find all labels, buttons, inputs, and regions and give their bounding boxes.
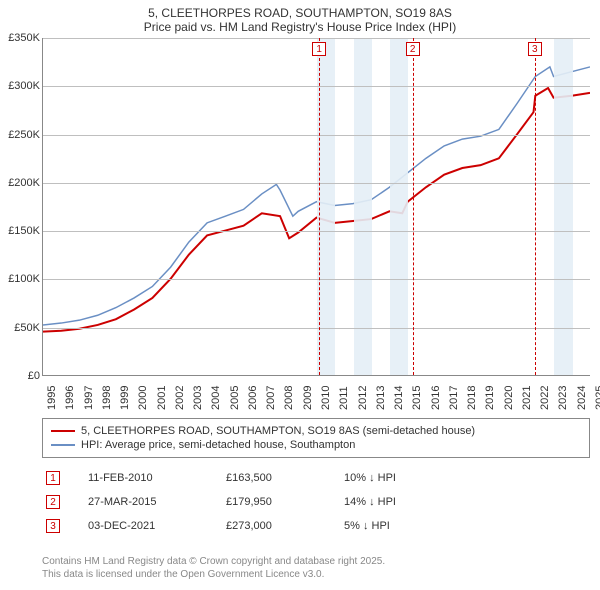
event-row: 2 27-MAR-2015 £179,950 14% ↓ HPI — [42, 490, 590, 514]
chart-title: 5, CLEETHORPES ROAD, SOUTHAMPTON, SO19 8… — [0, 0, 600, 36]
x-tick-label: 2004 — [210, 386, 222, 410]
gridline — [43, 231, 590, 232]
events-table: 1 11-FEB-2010 £163,500 10% ↓ HPI 2 27-MAR-201… — [42, 466, 590, 538]
x-tick-label: 1999 — [119, 386, 131, 410]
x-tick-label: 2001 — [156, 386, 168, 410]
x-tick-label: 2011 — [338, 386, 350, 410]
x-tick-label: 2006 — [247, 386, 259, 410]
x-tick-label: 2018 — [466, 386, 478, 410]
y-tick-label: £350K — [0, 32, 40, 44]
marker-line — [535, 38, 536, 375]
legend-label: 5, CLEETHORPES ROAD, SOUTHAMPTON, SO19 8… — [81, 425, 475, 437]
x-tick-label: 2015 — [411, 386, 423, 410]
x-tick-label: 2000 — [137, 386, 149, 410]
x-tick-label: 2025 — [594, 386, 600, 410]
event-row: 3 03-DEC-2021 £273,000 5% ↓ HPI — [42, 514, 590, 538]
legend-label: HPI: Average price, semi-detached house,… — [81, 439, 355, 451]
x-tick-label: 2002 — [174, 386, 186, 410]
x-tick-label: 2023 — [557, 386, 569, 410]
x-tick-label: 1995 — [46, 386, 58, 410]
title-line-2: Price paid vs. HM Land Registry's House … — [0, 20, 600, 34]
event-marker-id: 2 — [46, 495, 60, 509]
legend-item: 5, CLEETHORPES ROAD, SOUTHAMPTON, SO19 8… — [51, 425, 581, 437]
legend: 5, CLEETHORPES ROAD, SOUTHAMPTON, SO19 8… — [42, 418, 590, 458]
x-tick-label: 2005 — [229, 386, 241, 410]
x-tick-label: 2008 — [283, 386, 295, 410]
y-tick-label: £150K — [0, 225, 40, 237]
legend-swatch — [51, 430, 75, 432]
y-tick-label: £50K — [0, 322, 40, 334]
legend-item: HPI: Average price, semi-detached house,… — [51, 439, 581, 451]
x-tick-label: 2016 — [430, 386, 442, 410]
shade-band — [354, 38, 372, 375]
footer-line-1: Contains HM Land Registry data © Crown c… — [42, 556, 590, 569]
shade-band — [390, 38, 408, 375]
x-tick-label: 2010 — [320, 386, 332, 410]
x-tick-label: 2003 — [192, 386, 204, 410]
title-line-1: 5, CLEETHORPES ROAD, SOUTHAMPTON, SO19 8… — [0, 6, 600, 20]
x-tick-label: 2020 — [503, 386, 515, 410]
event-hpi-delta: 5% ↓ HPI — [344, 520, 454, 532]
event-price: £273,000 — [226, 520, 316, 532]
shade-band — [554, 38, 572, 375]
legend-swatch — [51, 444, 75, 446]
marker-line — [319, 38, 320, 375]
x-tick-label: 2013 — [375, 386, 387, 410]
y-tick-label: £0 — [0, 370, 40, 382]
gridline — [43, 183, 590, 184]
event-marker-id: 3 — [46, 519, 60, 533]
x-tick-label: 2007 — [265, 386, 277, 410]
y-tick-label: £300K — [0, 80, 40, 92]
event-date: 03-DEC-2021 — [88, 520, 198, 532]
event-row: 1 11-FEB-2010 £163,500 10% ↓ HPI — [42, 466, 590, 490]
chart-plot-area: 1 2 3 — [42, 38, 590, 376]
gridline — [43, 328, 590, 329]
marker-line — [413, 38, 414, 375]
x-tick-label: 1997 — [83, 386, 95, 410]
footer-attribution: Contains HM Land Registry data © Crown c… — [42, 556, 590, 581]
x-tick-label: 2022 — [539, 386, 551, 410]
x-tick-label: 2017 — [448, 386, 460, 410]
event-price: £179,950 — [226, 496, 316, 508]
x-tick-label: 1996 — [64, 386, 76, 410]
gridline — [43, 279, 590, 280]
event-price: £163,500 — [226, 472, 316, 484]
marker-label: 2 — [406, 42, 420, 56]
y-tick-label: £100K — [0, 273, 40, 285]
event-date: 11-FEB-2010 — [88, 472, 198, 484]
event-hpi-delta: 10% ↓ HPI — [344, 472, 454, 484]
footer-line-2: This data is licensed under the Open Gov… — [42, 569, 590, 582]
event-hpi-delta: 14% ↓ HPI — [344, 496, 454, 508]
gridline — [43, 38, 590, 39]
event-marker-id: 1 — [46, 471, 60, 485]
x-tick-label: 2021 — [521, 386, 533, 410]
x-tick-label: 1998 — [101, 386, 113, 410]
y-tick-label: £200K — [0, 177, 40, 189]
gridline — [43, 135, 590, 136]
marker-label: 1 — [312, 42, 326, 56]
x-tick-label: 2009 — [302, 386, 314, 410]
x-tick-label: 2019 — [484, 386, 496, 410]
marker-label: 3 — [528, 42, 542, 56]
event-date: 27-MAR-2015 — [88, 496, 198, 508]
gridline — [43, 86, 590, 87]
x-tick-label: 2024 — [576, 386, 588, 410]
x-tick-label: 2014 — [393, 386, 405, 410]
x-tick-label: 2012 — [357, 386, 369, 410]
y-tick-label: £250K — [0, 129, 40, 141]
